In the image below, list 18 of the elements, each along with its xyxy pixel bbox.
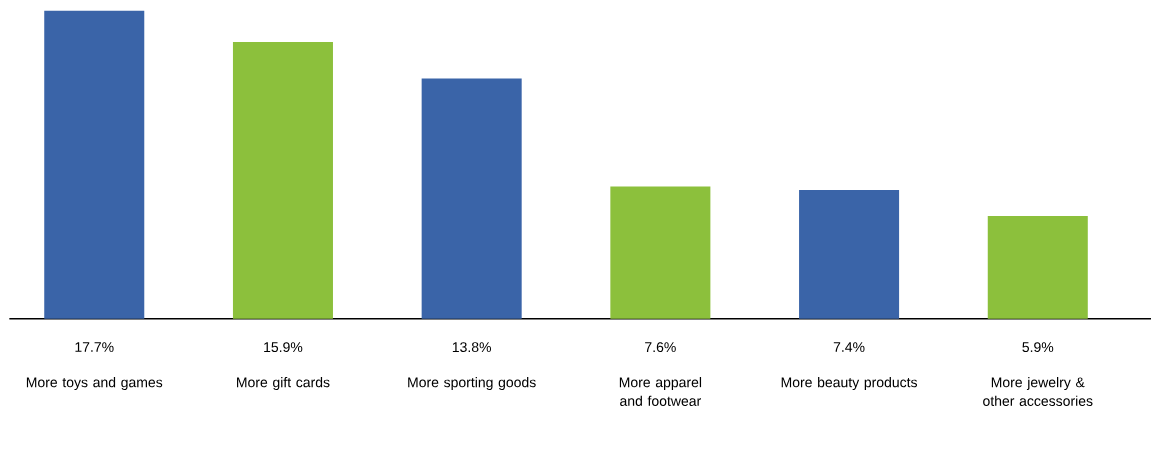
x-tick-label: More jewelry & other accessories (983, 377, 1093, 407)
bar (44, 10, 145, 319)
data-label: 7.6% (645, 342, 676, 353)
x-tick-label: More beauty products (781, 377, 918, 391)
bar (610, 186, 711, 319)
data-label: 13.8% (452, 342, 492, 353)
bar (421, 78, 522, 319)
data-label: 7.4% (833, 342, 865, 353)
data-label: 17.7% (75, 342, 114, 353)
data-label: 5.9% (1022, 342, 1054, 353)
data-label: 15.9% (264, 342, 303, 353)
x-tick-label: More sporting goods (408, 377, 536, 391)
bar (799, 190, 900, 319)
x-tick-label: More gift cards (237, 377, 330, 391)
x-tick-label: More toys and games (26, 377, 163, 391)
bar (232, 42, 333, 319)
x-tick-label: More apparel and footwear (619, 377, 702, 407)
bar (987, 216, 1088, 319)
